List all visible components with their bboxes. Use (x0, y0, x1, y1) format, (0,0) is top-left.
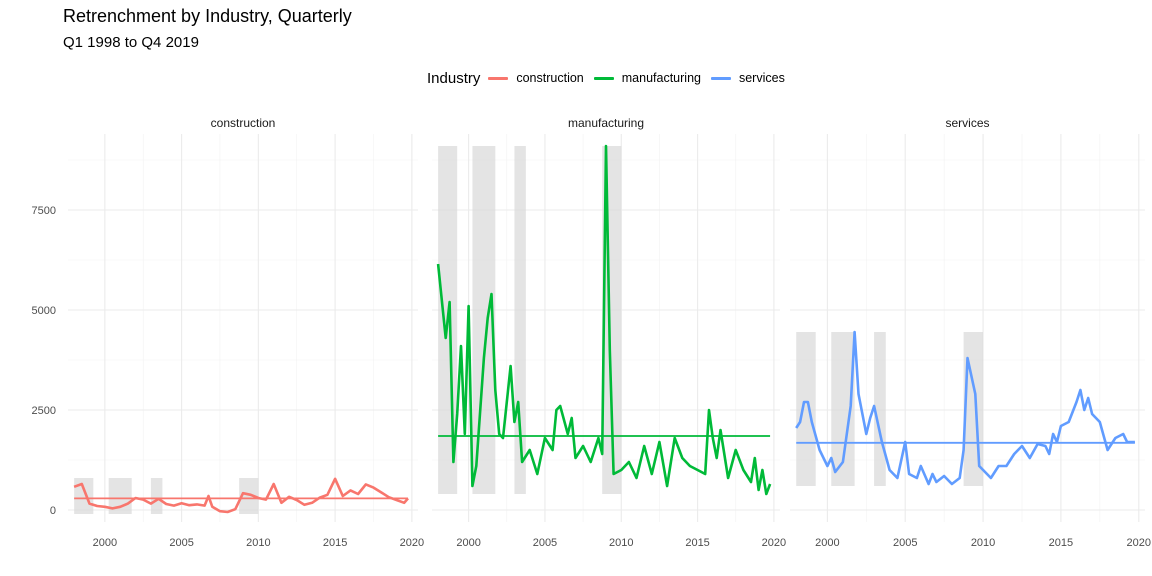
legend: Industry construction manufacturing serv… (427, 68, 795, 88)
legend-key-manufacturing (593, 76, 614, 80)
legend-label-manufacturing: manufacturing (621, 71, 701, 85)
y-tick-label: 7500 (32, 205, 56, 217)
x-tick-label: 2000 (815, 537, 839, 549)
shaded-period (74, 478, 94, 514)
x-tick-label: 2010 (609, 537, 633, 549)
y-tick-label: 5000 (32, 305, 56, 317)
y-tick-label: 0 (50, 505, 56, 517)
series-line-construction (73, 477, 409, 514)
x-tick-label: 2010 (971, 537, 995, 549)
legend-item-construction: construction (488, 71, 584, 85)
x-tick-label: 2015 (685, 537, 709, 549)
y-tick-label: 2500 (32, 405, 56, 417)
shaded-period (831, 332, 855, 486)
legend-title: Industry (427, 69, 481, 87)
x-tick-label: 2020 (400, 537, 424, 549)
shaded-period (239, 478, 259, 514)
legend-label-services: services (738, 71, 785, 85)
facet-strip-services: services (945, 116, 989, 130)
x-tick-label: 2020 (1127, 537, 1151, 549)
x-tick-label: 2010 (246, 537, 270, 549)
shaded-period (796, 332, 816, 486)
series-line-services (795, 330, 1135, 486)
x-tick-label: 2015 (1049, 537, 1073, 549)
facet-strip-construction: construction (211, 116, 276, 130)
x-tick-label: 2015 (323, 537, 347, 549)
shaded-period (472, 146, 496, 494)
chart-title: Retrenchment by Industry, Quarterly (63, 6, 352, 26)
shaded-period (874, 332, 886, 486)
legend-item-services: services (710, 71, 785, 85)
legend-label-construction: construction (516, 71, 584, 85)
legend-item-manufacturing: manufacturing (593, 71, 701, 85)
x-tick-label: 2000 (456, 537, 480, 549)
x-tick-label: 2000 (93, 537, 117, 549)
x-tick-label: 2005 (533, 537, 557, 549)
x-tick-label: 2020 (762, 537, 786, 549)
shaded-period (514, 146, 526, 494)
shaded-period (150, 478, 163, 514)
chart-subtitle: Q1 1998 to Q4 2019 (63, 34, 199, 51)
series-line-manufacturing (436, 144, 772, 496)
legend-key-services (710, 76, 731, 80)
x-tick-label: 2005 (893, 537, 917, 549)
legend-key-construction (488, 76, 509, 80)
x-tick-label: 2005 (169, 537, 193, 549)
facet-strip-manufacturing: manufacturing (568, 116, 644, 130)
